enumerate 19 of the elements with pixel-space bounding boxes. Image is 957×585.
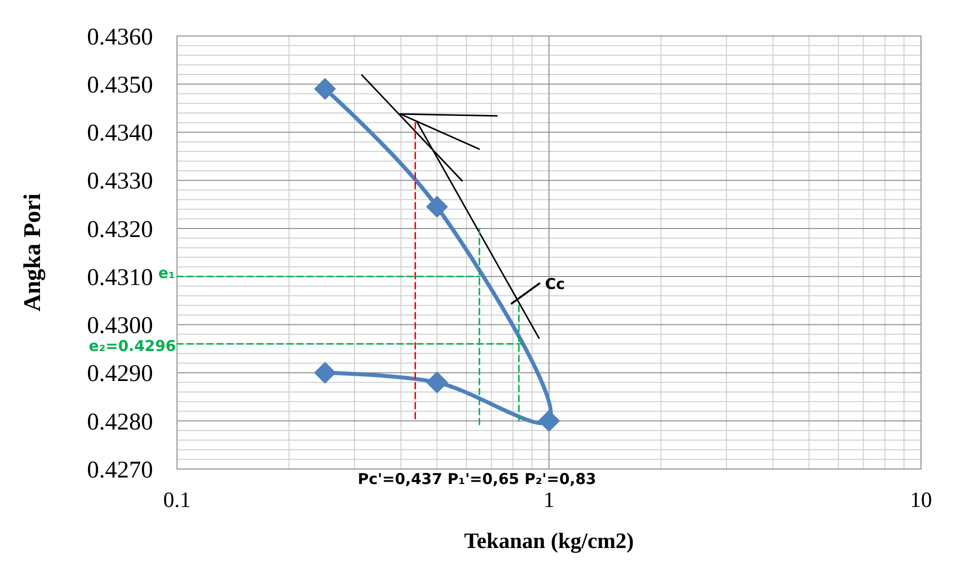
x-tick-label: 10 — [910, 487, 932, 512]
annotation: Cc — [545, 275, 565, 293]
y-tick-label: 0.4290 — [87, 361, 153, 388]
y-tick-label: 0.4310 — [87, 264, 153, 291]
text: Pc'=0,437 P₁'=0,65 P₂'=0,83 — [358, 470, 596, 488]
x-tick-label: 1 — [544, 487, 554, 512]
x-axis-title: Tekanan (kg/cm2) — [464, 528, 634, 553]
y-axis-title: Angka Pori — [20, 193, 46, 312]
y-tick-label: 0.4280 — [87, 409, 153, 436]
y-tick-label: 0.4300 — [87, 313, 153, 340]
y-tick-label: 0.4330 — [87, 168, 153, 195]
text: e₁ — [158, 264, 175, 282]
x-tick-label: 0.1 — [163, 487, 191, 512]
y-tick-label: 0.4340 — [87, 120, 153, 147]
y-tick-label: 0.4360 — [87, 24, 153, 50]
text: e₂=0.4296 — [88, 337, 176, 355]
y-tick-label: 0.4350 — [87, 72, 153, 99]
y-tick-label: 0.4320 — [87, 216, 153, 243]
y-tick-label: 0.4270 — [87, 457, 153, 484]
